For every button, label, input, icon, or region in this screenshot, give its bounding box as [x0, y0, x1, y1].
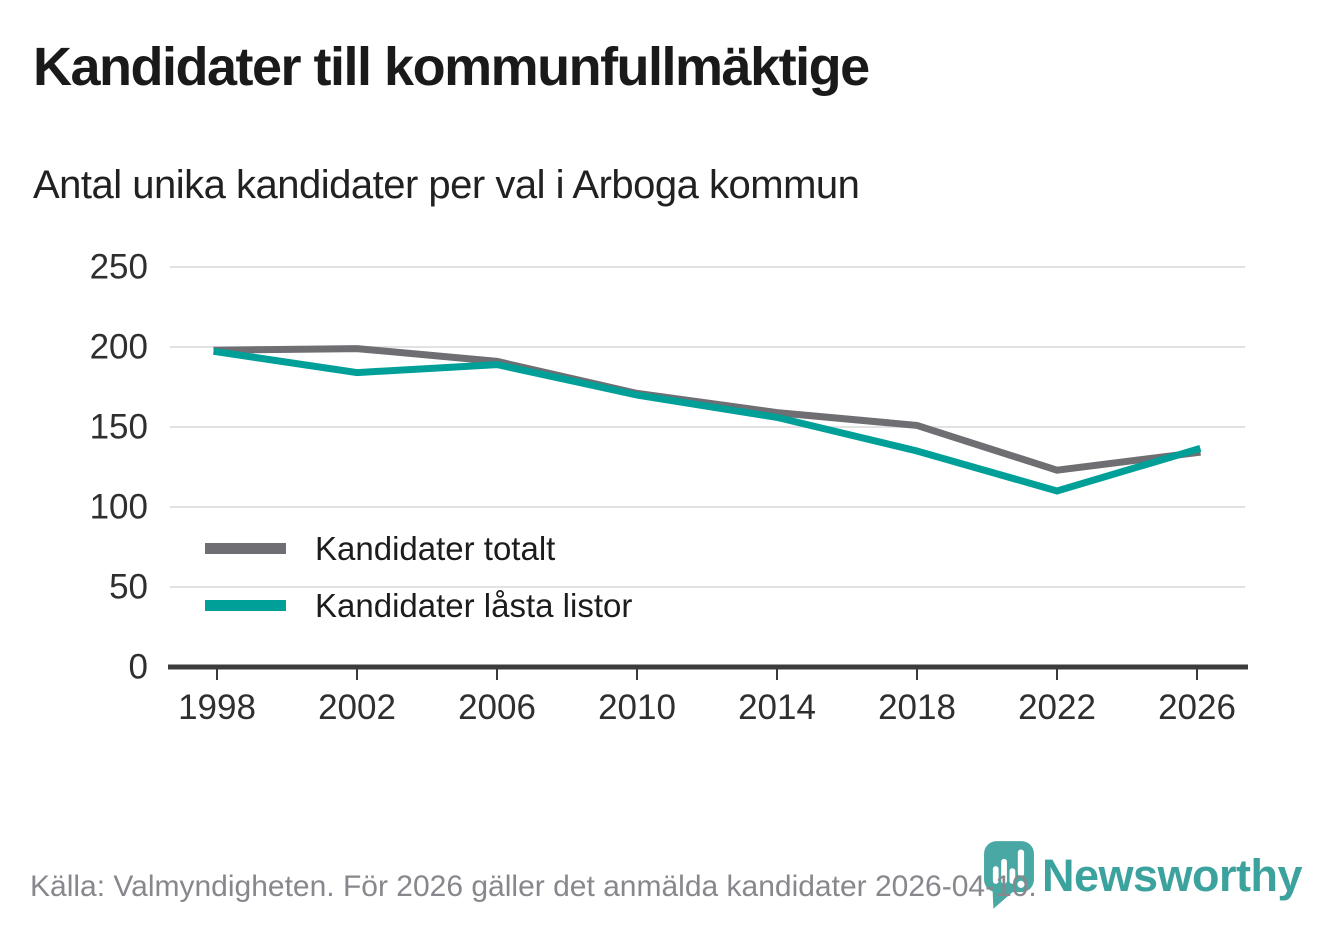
- y-tick-label: 100: [90, 488, 148, 527]
- legend-swatch-total: [205, 543, 286, 554]
- legend-item-total: Kandidater totalt: [205, 520, 632, 577]
- logo-bar-3: [1009, 868, 1016, 884]
- x-tick-label: 2022: [1018, 688, 1096, 727]
- x-tick-label: 2026: [1158, 688, 1236, 727]
- newsworthy-pin-barchart-icon: [984, 841, 1034, 909]
- y-tick-label: 200: [90, 328, 148, 367]
- y-tick-label: 150: [90, 408, 148, 447]
- chart-subtitle: Antal unika kandidater per val i Arboga …: [33, 163, 860, 207]
- x-tick-label: 2018: [878, 688, 956, 727]
- series-line-kandidater-l-sta-listor: [213, 347, 1202, 495]
- y-tick-label: 0: [129, 648, 148, 687]
- line-chart: 0 50 100 150 200 250 1998 2002 2006 2010 2014 2018 2…: [90, 248, 1248, 727]
- logo-bar-2: [1001, 858, 1007, 884]
- x-tick-label: 2010: [598, 688, 676, 727]
- chart-legend: Kandidater totalt Kandidater låsta listo…: [205, 520, 632, 634]
- page-title: Kandidater till kommunfullmäktige: [33, 37, 870, 97]
- x-tick-label: 2014: [738, 688, 816, 727]
- logo-exclamation-bar: [1017, 849, 1025, 877]
- legend-item-locked: Kandidater låsta listor: [205, 577, 632, 634]
- y-tick-label: 50: [109, 568, 148, 607]
- newsworthy-logo-text: Newsworthy: [1042, 850, 1303, 901]
- y-tick-label: 250: [90, 248, 148, 287]
- x-tick-label: 1998: [178, 688, 256, 727]
- logo-exclamation-dot: [1017, 880, 1025, 888]
- x-tick-label: 2006: [458, 688, 536, 727]
- legend-label-locked: Kandidater låsta listor: [315, 586, 633, 624]
- legend-swatch-locked: [205, 600, 286, 611]
- logo-bar-1: [992, 866, 999, 884]
- legend-label-total: Kandidater totalt: [315, 529, 556, 567]
- source-note: Källa: Valmyndigheten. För 2026 gäller d…: [30, 870, 1037, 903]
- x-tick-label: 2002: [318, 688, 396, 727]
